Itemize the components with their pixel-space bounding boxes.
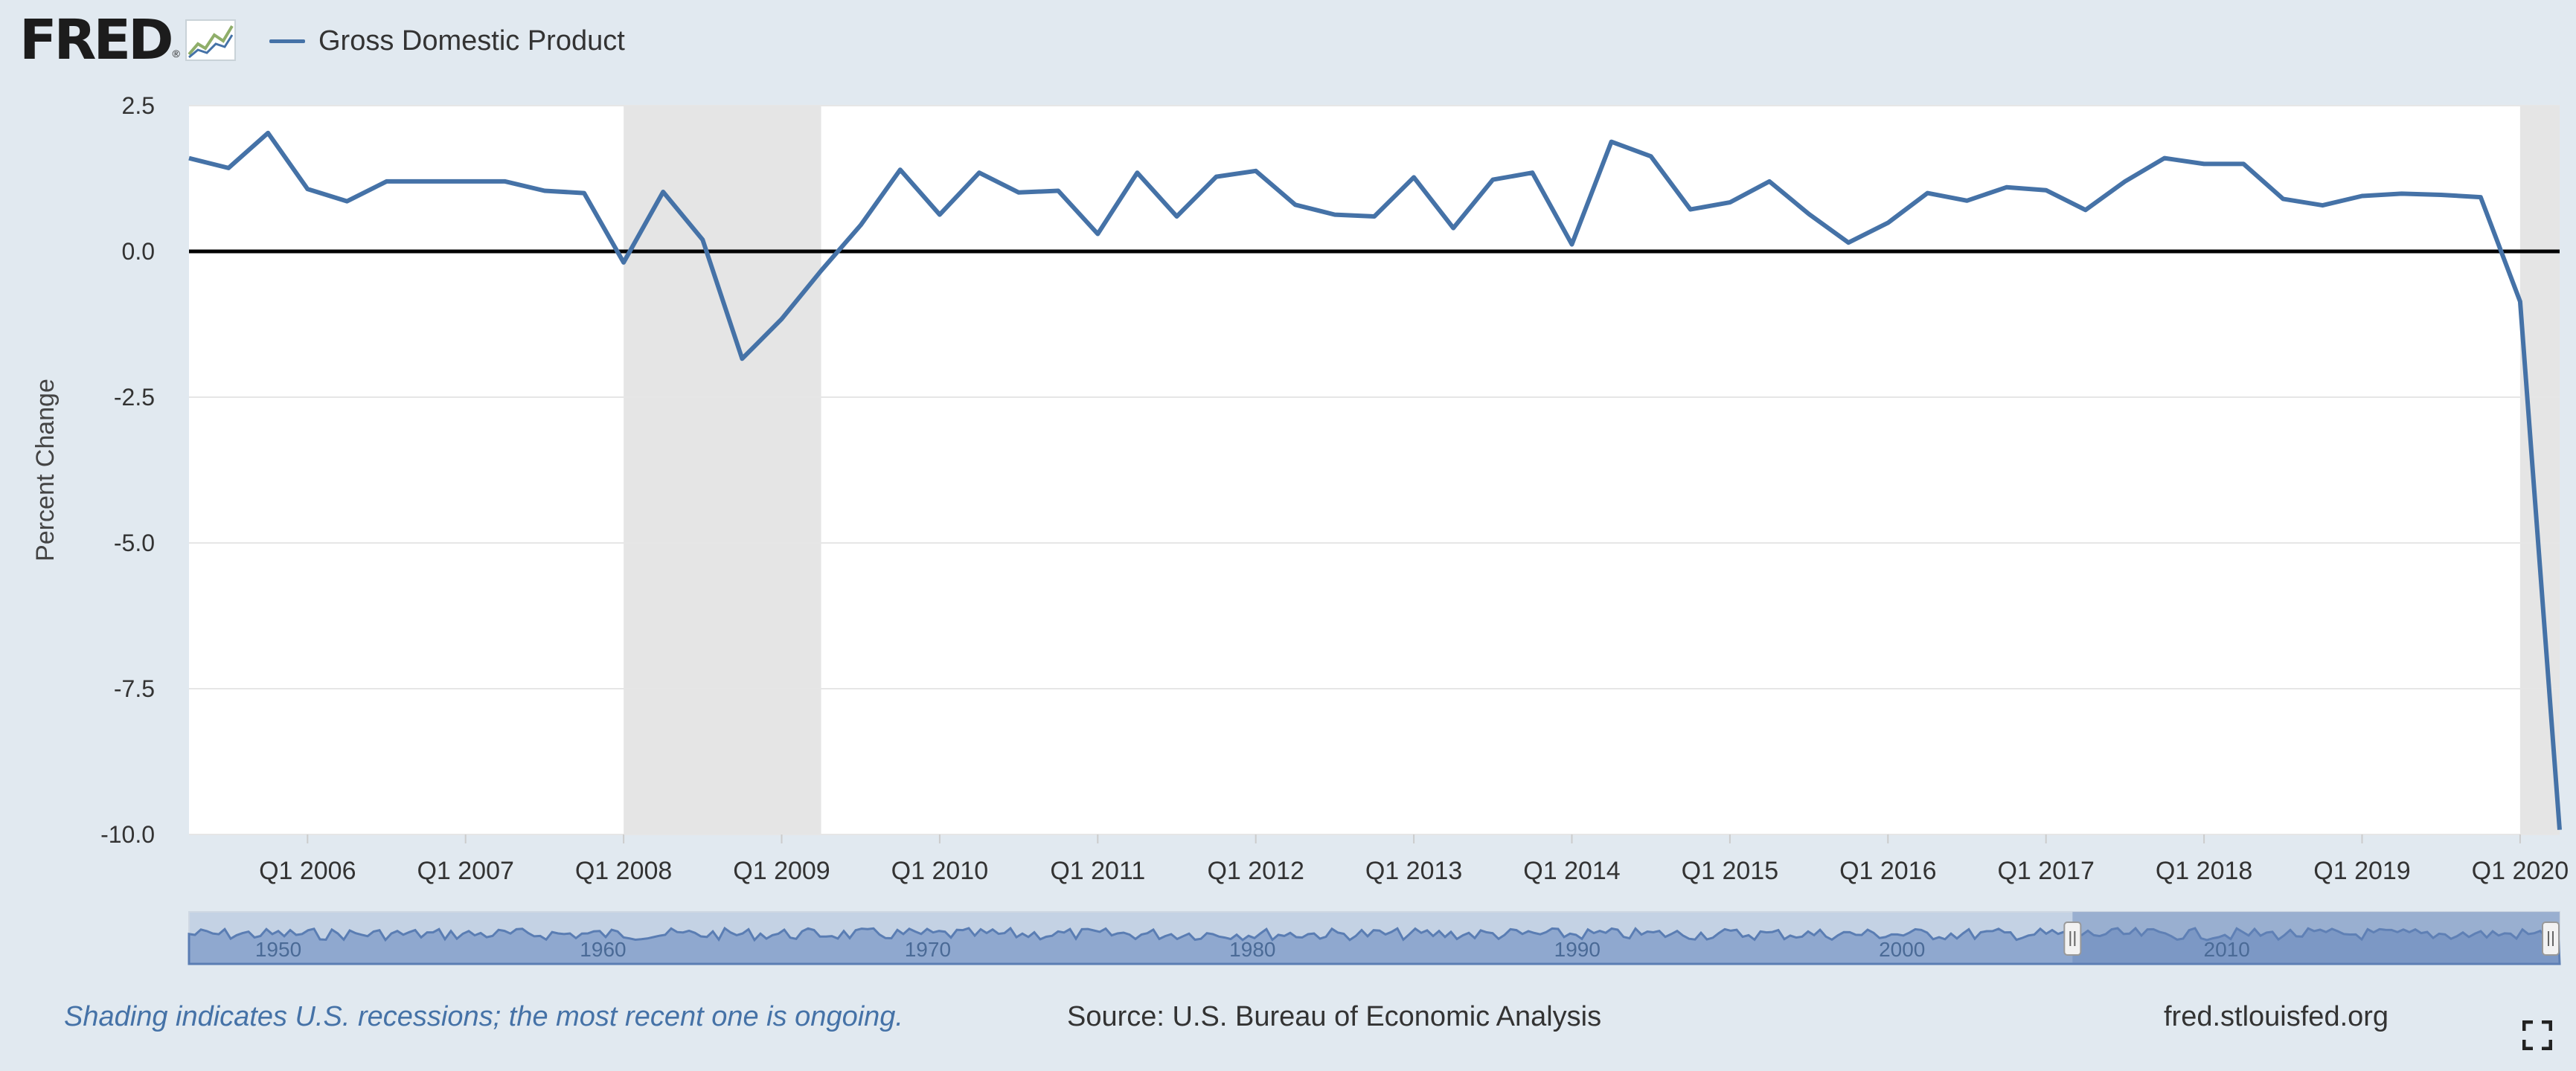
legend-item-gdp[interactable]: Gross Domestic Product	[269, 21, 625, 61]
navigator-labels: 1950 1960 1970 1980 1990 2000 2010	[255, 938, 2250, 961]
fullscreen-icon[interactable]	[2522, 1020, 2552, 1050]
navigator-label: 1960	[580, 938, 626, 961]
legend-swatch	[269, 39, 305, 43]
navigator-label: 2000	[1879, 938, 1925, 961]
source-text: Source: U.S. Bureau of Economic Analysis	[1067, 1001, 1602, 1032]
y-tick-label: 0.0	[122, 238, 155, 265]
x-axis-ticks: Q1 2006 Q1 2007 Q1 2008 Q1 2009 Q1 2010 Q1 20…	[259, 834, 2569, 885]
x-tick-label: Q1 2009	[733, 857, 830, 885]
fred-logo[interactable]: FRED ®	[19, 12, 237, 68]
x-tick-label: Q1 2016	[1839, 857, 1936, 885]
x-tick-label: Q1 2011	[1050, 857, 1145, 885]
y-tick-label: -7.5	[114, 675, 155, 702]
y-tick-label: -2.5	[114, 384, 155, 411]
legend-label: Gross Domestic Product	[318, 25, 625, 57]
navigator-label: 1970	[905, 938, 951, 961]
x-tick-label: Q1 2013	[1365, 857, 1462, 885]
x-tick-label: Q1 2014	[1523, 857, 1620, 885]
fred-logo-text: FRED	[19, 8, 174, 72]
recession-note: Shading indicates U.S. recessions; the m…	[64, 1001, 903, 1032]
x-tick-label: Q1 2019	[2313, 857, 2410, 885]
x-tick-label: Q1 2006	[259, 857, 356, 885]
navigator-handle-left[interactable]	[2063, 922, 2082, 956]
x-tick-label: Q1 2007	[417, 857, 513, 885]
site-url[interactable]: fred.stlouisfed.org	[2164, 1001, 2389, 1032]
recession-band	[624, 106, 821, 834]
registered-mark: ®	[172, 48, 180, 60]
navigator-handle-right[interactable]	[2542, 922, 2560, 956]
y-tick-label: -5.0	[114, 530, 155, 556]
chart-header: FRED ® Gross Domestic Product	[0, 0, 2576, 82]
series-gdp	[188, 130, 2562, 830]
time-navigator[interactable]: 1950 1960 1970 1980 1990 2000 2010	[188, 911, 2561, 965]
navigator-label: 1980	[1229, 938, 1275, 961]
x-tick-label: Q1 2012	[1207, 857, 1304, 885]
plot-background	[189, 106, 2560, 834]
navigator-series-area	[188, 926, 2561, 965]
y-axis-ticks: 2.5 0.0 -2.5 -5.0 -7.5 -10.0	[100, 92, 155, 848]
series-line	[188, 130, 2562, 830]
y-tick-label: -10.0	[100, 821, 155, 848]
navigator-label: 1990	[1554, 938, 1601, 961]
x-tick-label: Q1 2018	[2156, 857, 2252, 885]
x-tick-label: Q1 2010	[891, 857, 988, 885]
navigator-label: 2010	[2204, 938, 2250, 961]
y-tick-label: 2.5	[122, 92, 155, 119]
x-tick-label: Q1 2020	[2472, 857, 2569, 885]
x-tick-label: Q1 2015	[1682, 857, 1778, 885]
x-tick-label: Q1 2008	[575, 857, 672, 885]
navigator-selected-range[interactable]	[2072, 912, 2560, 964]
x-tick-label: Q1 2017	[1997, 857, 2094, 885]
y-axis-label: Percent Change	[31, 379, 60, 562]
navigator-label: 1950	[255, 938, 301, 961]
fred-graph-icon	[185, 19, 236, 61]
line-chart: 2.50.0-2.5-5.0-7.5-10.0 Q1 2006 Q1 2007 Q1…	[31, 92, 2569, 965]
